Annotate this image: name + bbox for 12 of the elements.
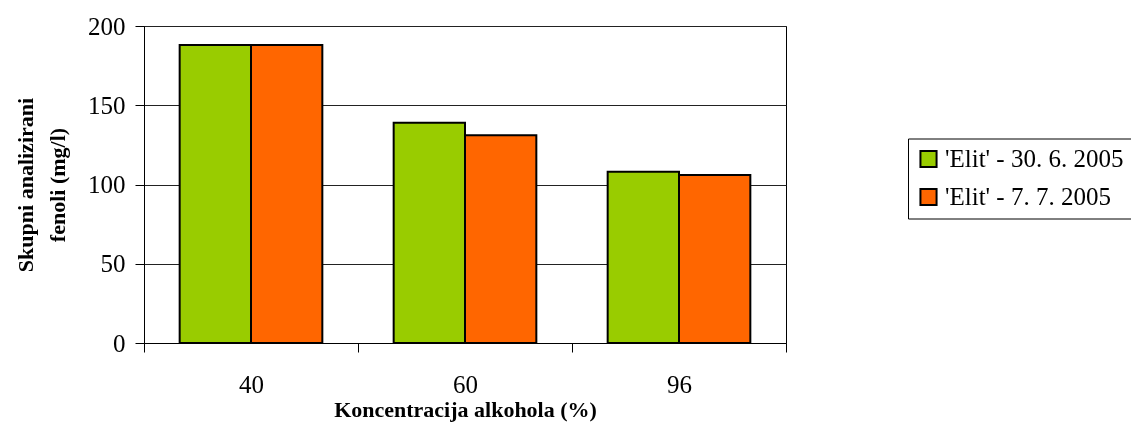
y-tick-label: 100 [88,171,126,198]
y-tick-label: 50 [100,250,126,278]
y-tick-label: 0 [113,329,126,357]
x-axis-title: Koncentracija alkohola (%) [334,396,597,422]
x-tick-label: 96 [667,370,692,398]
legend-label: 'Elit' - 7. 7. 2005 [945,183,1111,210]
x-tick-label: 60 [453,370,478,398]
x-tick-label: 40 [239,370,264,398]
y-tick-label: 200 [88,12,126,40]
legend-label: 'Elit' - 30. 6. 2005 [945,145,1124,172]
y-tick-label: 150 [88,91,126,119]
y-axis-title: Skupni analizirani fenoli (mg/l) [13,97,70,273]
